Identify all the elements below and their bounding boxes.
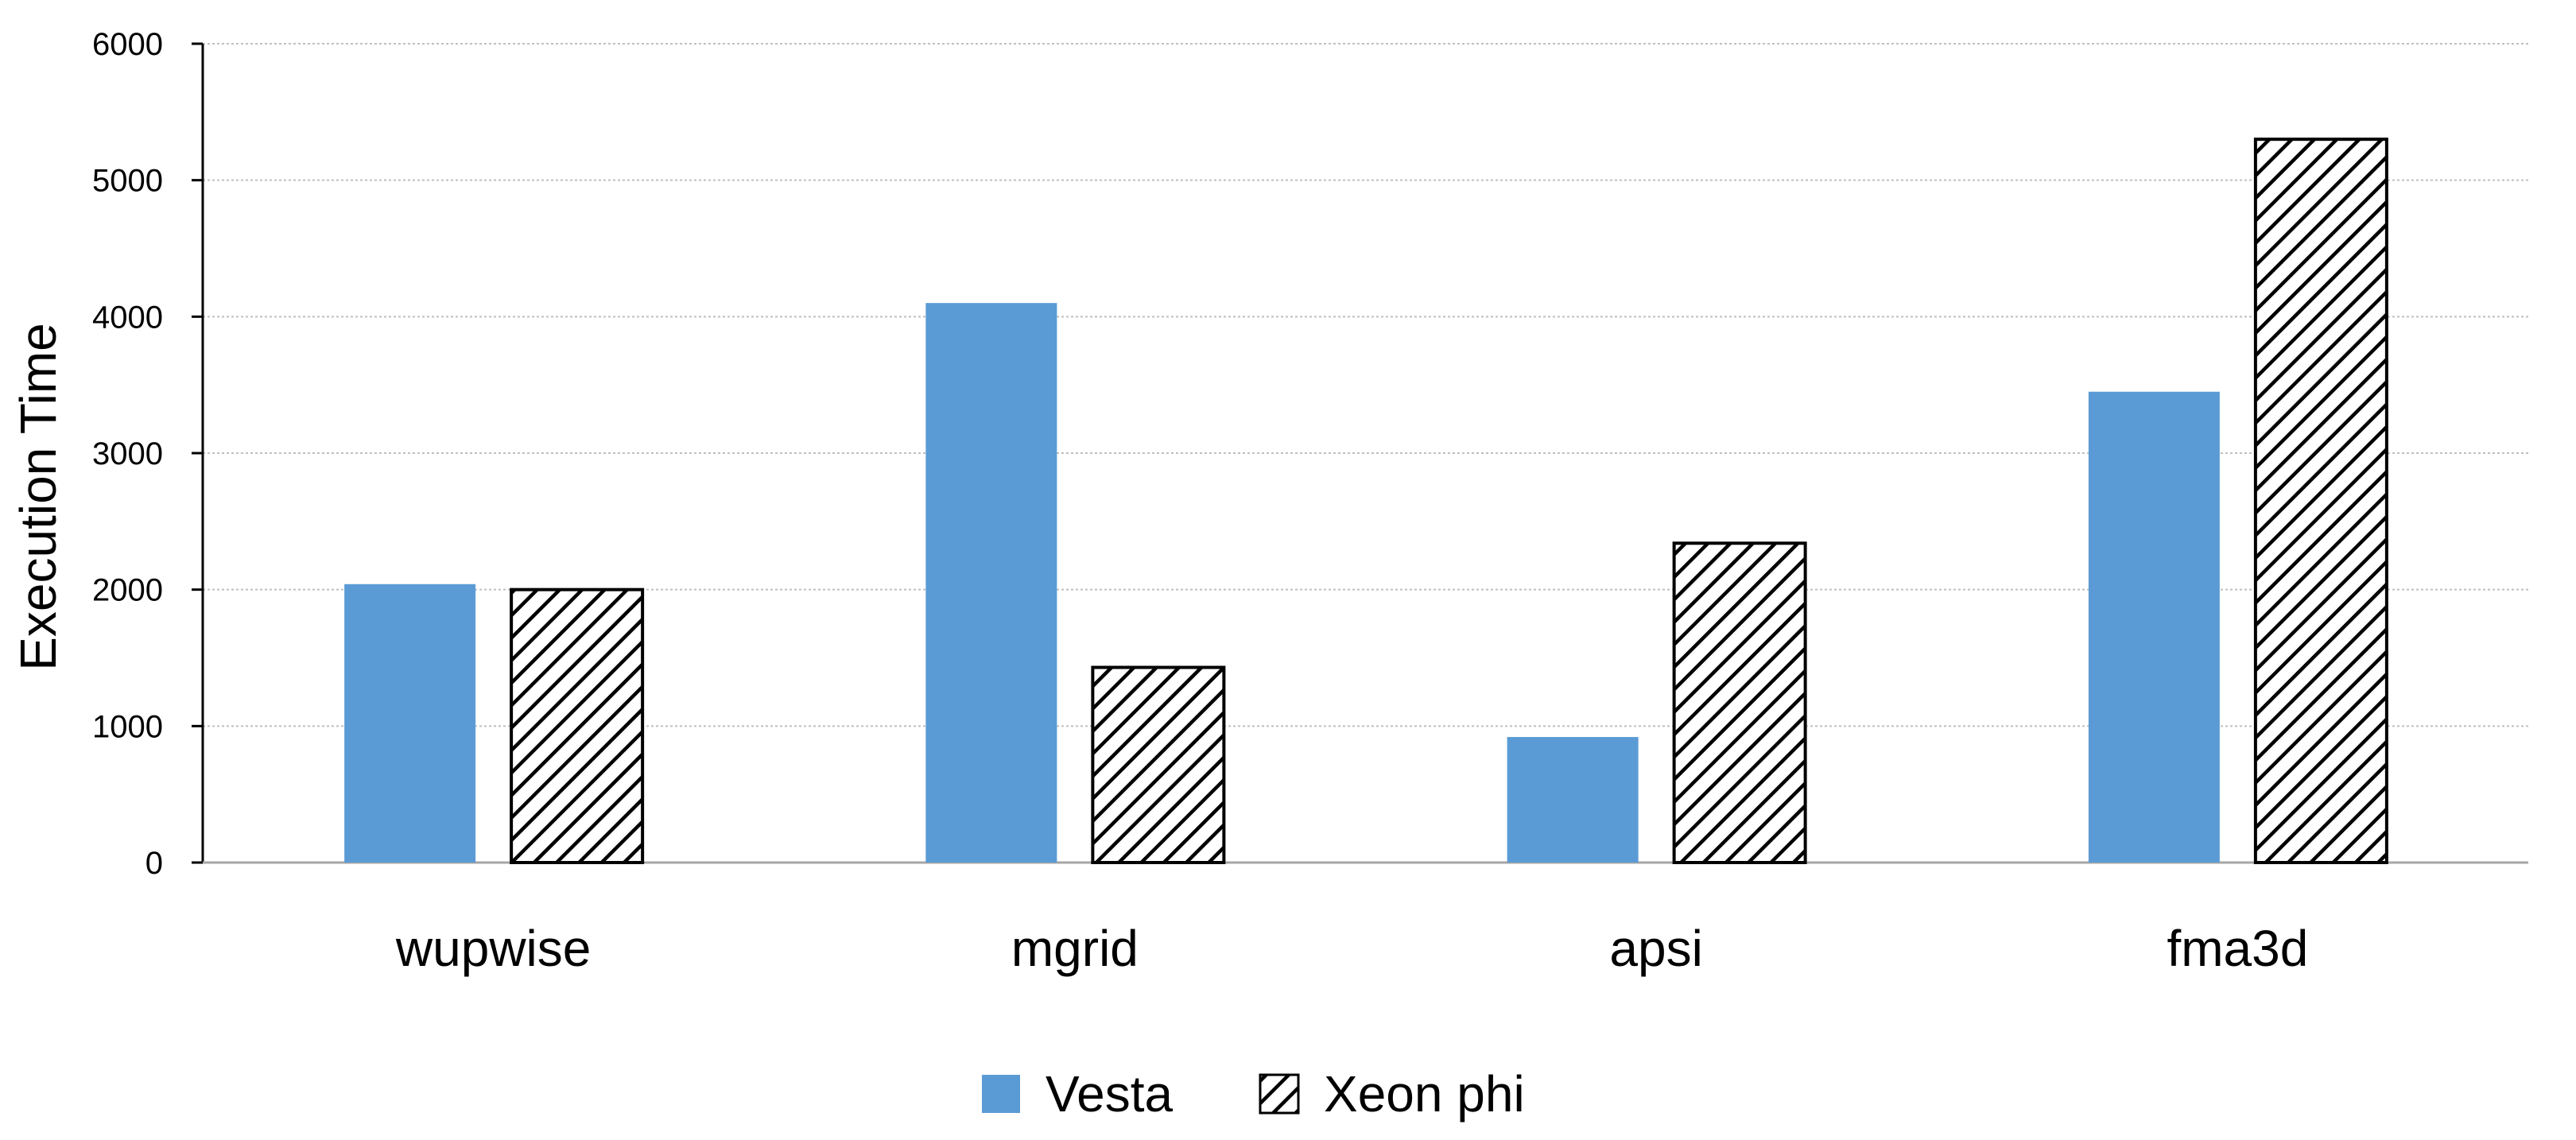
bars <box>344 138 2388 865</box>
y-tick-label: 0 <box>145 846 163 881</box>
x-category-label: wupwise <box>395 920 591 977</box>
labels: 0 1000 2000 3000 4000 5000 6000 wupwise mgrid aps… <box>92 27 2308 977</box>
bar-xeon-phi-fma3d <box>2253 138 2388 864</box>
x-category-label: fma3d <box>2167 920 2308 977</box>
bar-xeon-phi-wupwise <box>510 587 645 865</box>
y-tick-label: 6000 <box>92 27 163 62</box>
y-tick-label: 5000 <box>92 164 163 199</box>
y-tick-label: 2000 <box>92 573 163 608</box>
y-tick-label: 3000 <box>92 436 163 471</box>
bar-vesta-apsi <box>1507 737 1639 863</box>
legend: Vesta Xeon phi <box>982 1065 1525 1123</box>
x-category-label: apsi <box>1609 920 1702 977</box>
legend-label-vesta: Vesta <box>1046 1065 1174 1123</box>
bar-vesta-fma3d <box>2088 391 2220 863</box>
legend-swatch-xeon-phi <box>1259 1073 1300 1115</box>
y-tick-label: 4000 <box>92 300 163 335</box>
bar-xeon-phi-mgrid <box>1091 665 1226 864</box>
x-category-label: mgrid <box>1011 920 1139 977</box>
bar-vesta-mgrid <box>925 303 1057 863</box>
legend-label-xeon-phi: Xeon phi <box>1324 1065 1525 1123</box>
bar-xeon-phi-apsi <box>1672 541 1807 864</box>
y-axis-title: Execution Time <box>10 323 67 671</box>
bar-vesta-wupwise <box>344 584 476 863</box>
y-tick-label: 1000 <box>92 709 163 744</box>
legend-swatch-vesta <box>982 1075 1020 1113</box>
